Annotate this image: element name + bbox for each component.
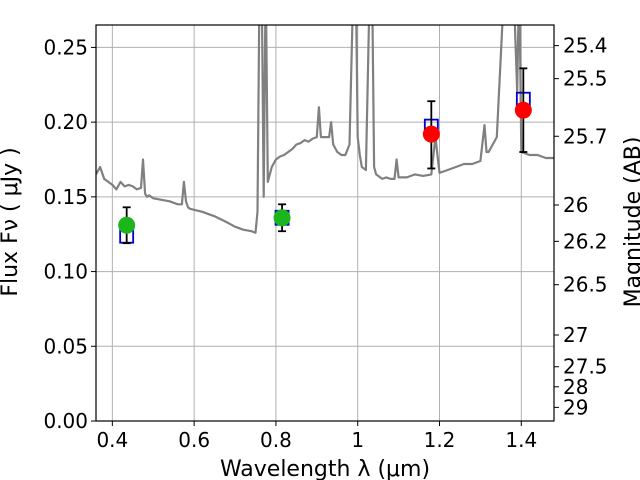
- plot-area: 0.4 0.6 0.8 1 1.2 1.4 0.00 0.05 0.10 0.15 0.20 0.25…: [43, 0, 607, 452]
- measurement-point: [274, 209, 291, 226]
- y-tick-label: 0.15: [43, 185, 88, 209]
- y2-tick-label: 26: [563, 193, 588, 217]
- y2-tick-label: 26.2: [563, 229, 608, 253]
- y2-tick-label: 25.4: [563, 34, 608, 58]
- x-tick-label: 0.6: [178, 428, 210, 452]
- model-spectrum-line: [96, 0, 554, 233]
- y-tick-label: 0.10: [43, 260, 88, 284]
- measurement-point: [423, 126, 440, 143]
- x-tick-label: 0.8: [260, 428, 292, 452]
- y2-tick-label: 25.7: [563, 124, 608, 148]
- plot-frame: [96, 25, 554, 421]
- y2-tick-label: 29: [563, 395, 588, 419]
- y2-tick-label: 27: [563, 323, 588, 347]
- x-tick-label: 1: [351, 428, 364, 452]
- y-tick-label: 0.00: [43, 409, 88, 433]
- y-tick-label: 0.20: [43, 110, 88, 134]
- x-tick-label: 1.2: [424, 428, 456, 452]
- y-tick-label: 0.25: [43, 35, 88, 59]
- x-tick-label: 1.4: [505, 428, 537, 452]
- y-tick-label: 0.05: [43, 334, 88, 358]
- y2-axis-label: Magnitude (AB): [621, 137, 640, 308]
- y2-tick-label: 25.5: [563, 67, 608, 91]
- measurement-point: [515, 102, 532, 119]
- measurement-point: [118, 217, 135, 234]
- y2-tick-label: 26.5: [563, 273, 608, 297]
- x-axis-label: Wavelength λ (μm): [220, 457, 430, 480]
- x-tick-label: 0.4: [96, 428, 128, 452]
- y-axis-label: Flux Fν ( μJy ): [0, 147, 23, 296]
